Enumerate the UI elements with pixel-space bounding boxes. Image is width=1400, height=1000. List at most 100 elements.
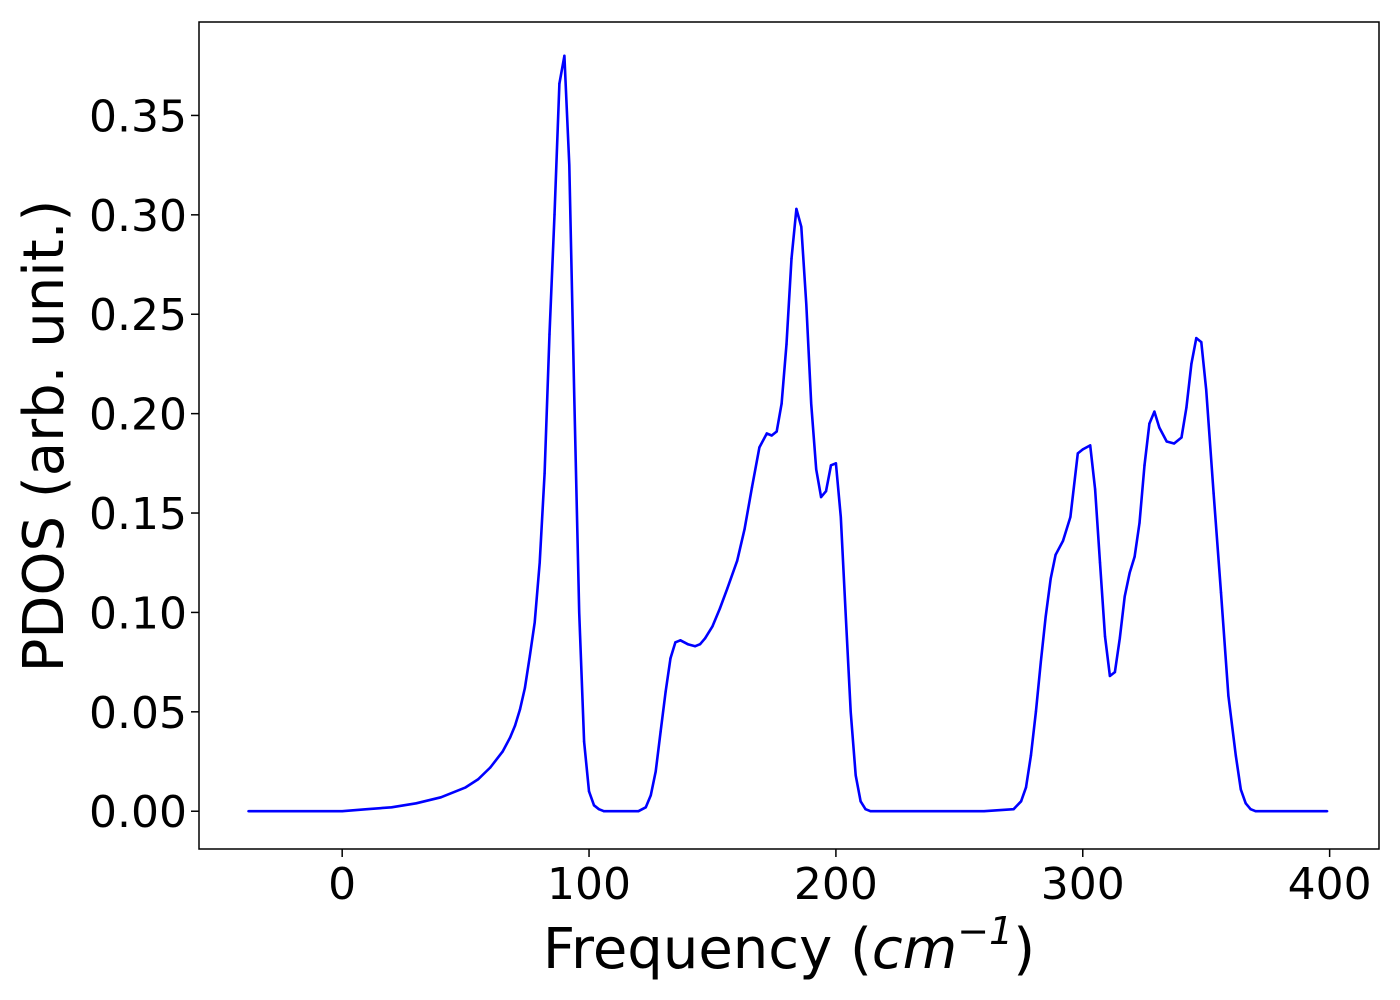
y-tick-label: 0.00 xyxy=(89,787,187,838)
data-point xyxy=(869,810,872,813)
data-point xyxy=(736,559,739,562)
y-tick-label: 0.35 xyxy=(89,91,187,142)
data-point xyxy=(770,434,773,437)
data-point xyxy=(805,303,808,306)
data-point xyxy=(558,82,561,85)
data-point xyxy=(1029,754,1033,757)
data-point xyxy=(1076,452,1080,455)
data-point xyxy=(1039,660,1043,664)
data-point xyxy=(780,402,783,405)
data-point xyxy=(1012,808,1015,811)
data-point xyxy=(390,806,393,809)
data-point xyxy=(637,810,640,813)
data-point xyxy=(879,810,882,813)
data-point xyxy=(790,257,793,260)
data-point xyxy=(679,639,682,642)
pdos-series xyxy=(247,54,1329,813)
data-point xyxy=(1227,694,1230,698)
data-point xyxy=(439,796,443,799)
data-point xyxy=(1118,637,1122,640)
data-point xyxy=(1089,444,1092,447)
data-point xyxy=(1054,553,1057,556)
data-point xyxy=(1180,436,1183,439)
data-point xyxy=(1123,595,1126,598)
y-tick-label: 0.15 xyxy=(89,489,187,540)
data-point xyxy=(859,800,862,803)
x-axis-label: Frequency (cm−1) xyxy=(543,909,1035,982)
data-point xyxy=(649,794,652,797)
data-point xyxy=(563,54,566,57)
data-point xyxy=(508,736,512,739)
pdos-line xyxy=(248,54,1328,813)
data-point xyxy=(612,810,615,813)
data-point xyxy=(743,527,746,531)
data-point xyxy=(1239,788,1243,791)
x-tick-label: 100 xyxy=(547,859,631,910)
data-point xyxy=(573,392,576,395)
data-point xyxy=(548,332,551,336)
series-layer xyxy=(247,54,1329,813)
data-point xyxy=(624,810,628,813)
x-tick-label: 300 xyxy=(1041,859,1125,910)
data-point xyxy=(669,657,672,660)
data-point xyxy=(726,587,729,590)
data-point xyxy=(1148,422,1151,425)
data-point xyxy=(1212,492,1215,495)
data-point xyxy=(654,770,657,773)
data-point xyxy=(523,686,527,690)
data-point xyxy=(533,621,536,624)
data-point xyxy=(341,810,344,813)
data-point xyxy=(765,432,768,435)
y-tick-label: 0.10 xyxy=(89,588,187,639)
data-point xyxy=(543,472,546,475)
data-point xyxy=(582,740,586,743)
data-point xyxy=(602,810,606,813)
data-point xyxy=(854,774,857,777)
data-point xyxy=(247,810,250,813)
data-point xyxy=(1279,810,1282,813)
data-point xyxy=(1264,810,1267,813)
data-point xyxy=(489,766,492,769)
data-point xyxy=(578,611,581,614)
data-point xyxy=(476,778,480,781)
data-point xyxy=(1200,340,1203,344)
data-point xyxy=(933,810,936,813)
data-point xyxy=(775,430,778,433)
data-point xyxy=(1103,635,1107,638)
data-point xyxy=(1259,810,1262,813)
data-point xyxy=(982,810,986,813)
data-point xyxy=(1093,488,1097,491)
data-point xyxy=(1049,577,1052,580)
data-point xyxy=(1219,591,1223,594)
data-point xyxy=(834,462,838,465)
data-point xyxy=(1244,802,1247,805)
data-point xyxy=(568,163,571,167)
data-point xyxy=(587,790,591,793)
data-point xyxy=(597,808,601,811)
y-axis-label: PDOS (arb. unit.) xyxy=(12,200,77,673)
data-point xyxy=(698,643,702,646)
data-point xyxy=(1108,674,1112,678)
data-point xyxy=(1249,808,1252,811)
data-point xyxy=(538,561,541,564)
data-point xyxy=(874,810,877,813)
data-point xyxy=(829,464,833,467)
data-point xyxy=(1061,539,1065,543)
data-point xyxy=(501,750,504,753)
data-point xyxy=(1081,448,1085,451)
plot-frame xyxy=(198,21,1380,850)
data-point xyxy=(528,655,531,658)
data-point xyxy=(1158,426,1161,429)
data-point xyxy=(644,806,647,809)
data-point xyxy=(750,486,754,489)
data-point xyxy=(1172,442,1176,445)
data-point xyxy=(1185,406,1188,409)
y-tick-label: 0.05 xyxy=(89,688,187,739)
data-point xyxy=(1069,515,1072,519)
data-point xyxy=(464,786,467,789)
data-point xyxy=(1019,800,1023,803)
data-point xyxy=(1143,464,1146,467)
data-point xyxy=(664,690,667,694)
